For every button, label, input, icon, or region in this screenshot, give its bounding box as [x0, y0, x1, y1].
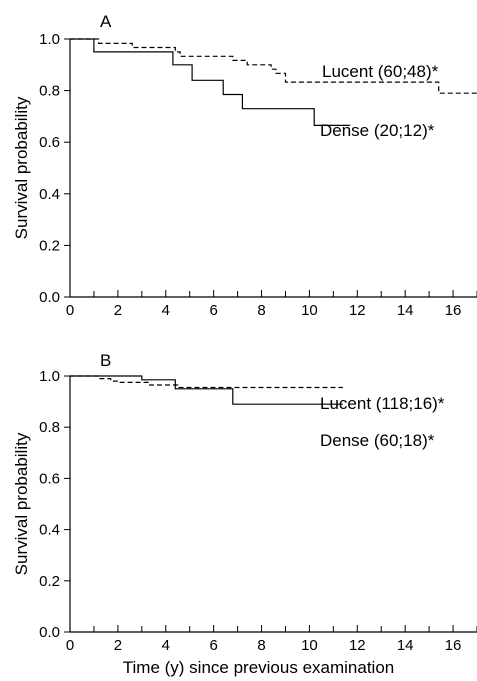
series-label: Dense (20;12)* [320, 121, 435, 140]
x-tick-label: 16 [445, 637, 462, 654]
x-tick-label: 8 [257, 302, 265, 319]
series-label: Dense (60;18)* [320, 431, 435, 450]
x-tick-label: 14 [397, 637, 414, 654]
x-tick-label: 16 [445, 302, 462, 319]
x-tick-label: 10 [301, 637, 318, 654]
series-line-dense [70, 38, 351, 126]
series-line-dense [70, 375, 343, 405]
y-tick-label: 0.8 [39, 83, 60, 100]
series-label: Lucent (118;16)* [320, 394, 445, 413]
x-tick-label: 2 [114, 637, 122, 654]
x-tick-label: 12 [349, 637, 366, 654]
y-tick-label: 0.6 [39, 470, 60, 487]
x-tick-label: 14 [397, 302, 414, 319]
series-label: Lucent (60;48)* [322, 62, 439, 81]
panel-label: B [100, 351, 111, 370]
y-tick-label: 0.0 [39, 624, 60, 641]
panel-label: A [100, 12, 112, 31]
x-tick-label: 0 [66, 637, 74, 654]
y-tick-label: 1.0 [39, 31, 60, 48]
y-tick-label: 0.2 [39, 237, 60, 254]
x-tick-label: 12 [349, 302, 366, 319]
x-tick-label: 0 [66, 302, 74, 319]
x-tick-label: 6 [209, 637, 217, 654]
series-line-lucent [70, 375, 343, 389]
x-tick-label: 4 [162, 637, 170, 654]
y-tick-label: 0.2 [39, 573, 60, 590]
y-tick-label: 0.6 [39, 134, 60, 151]
y-axis-title: Survival probability [12, 432, 31, 575]
y-tick-label: 0.0 [39, 289, 60, 306]
y-tick-label: 1.0 [39, 368, 60, 385]
y-tick-label: 0.4 [39, 522, 60, 539]
x-tick-label: 6 [209, 302, 217, 319]
x-tick-label: 2 [114, 302, 122, 319]
panel-b: 0 2 4 6 8 10 12 14 16 0.0 0.2 0.4 0.6 0.8 1.0 Survival … [12, 351, 477, 677]
series-line-lucent [70, 38, 477, 94]
y-tick-label: 0.4 [39, 186, 60, 203]
y-tick-label: 0.8 [39, 419, 60, 436]
panel-a: 0 2 4 6 8 10 12 14 16 0.0 0.2 0.4 0.6 0.8 1.0 Survival … [12, 12, 477, 319]
x-axis-title: Time (y) since previous examination [123, 658, 394, 677]
x-tick-label: 8 [257, 637, 265, 654]
y-axis-title: Survival probability [12, 96, 31, 239]
x-tick-label: 4 [162, 302, 170, 319]
x-tick-label: 10 [301, 302, 318, 319]
